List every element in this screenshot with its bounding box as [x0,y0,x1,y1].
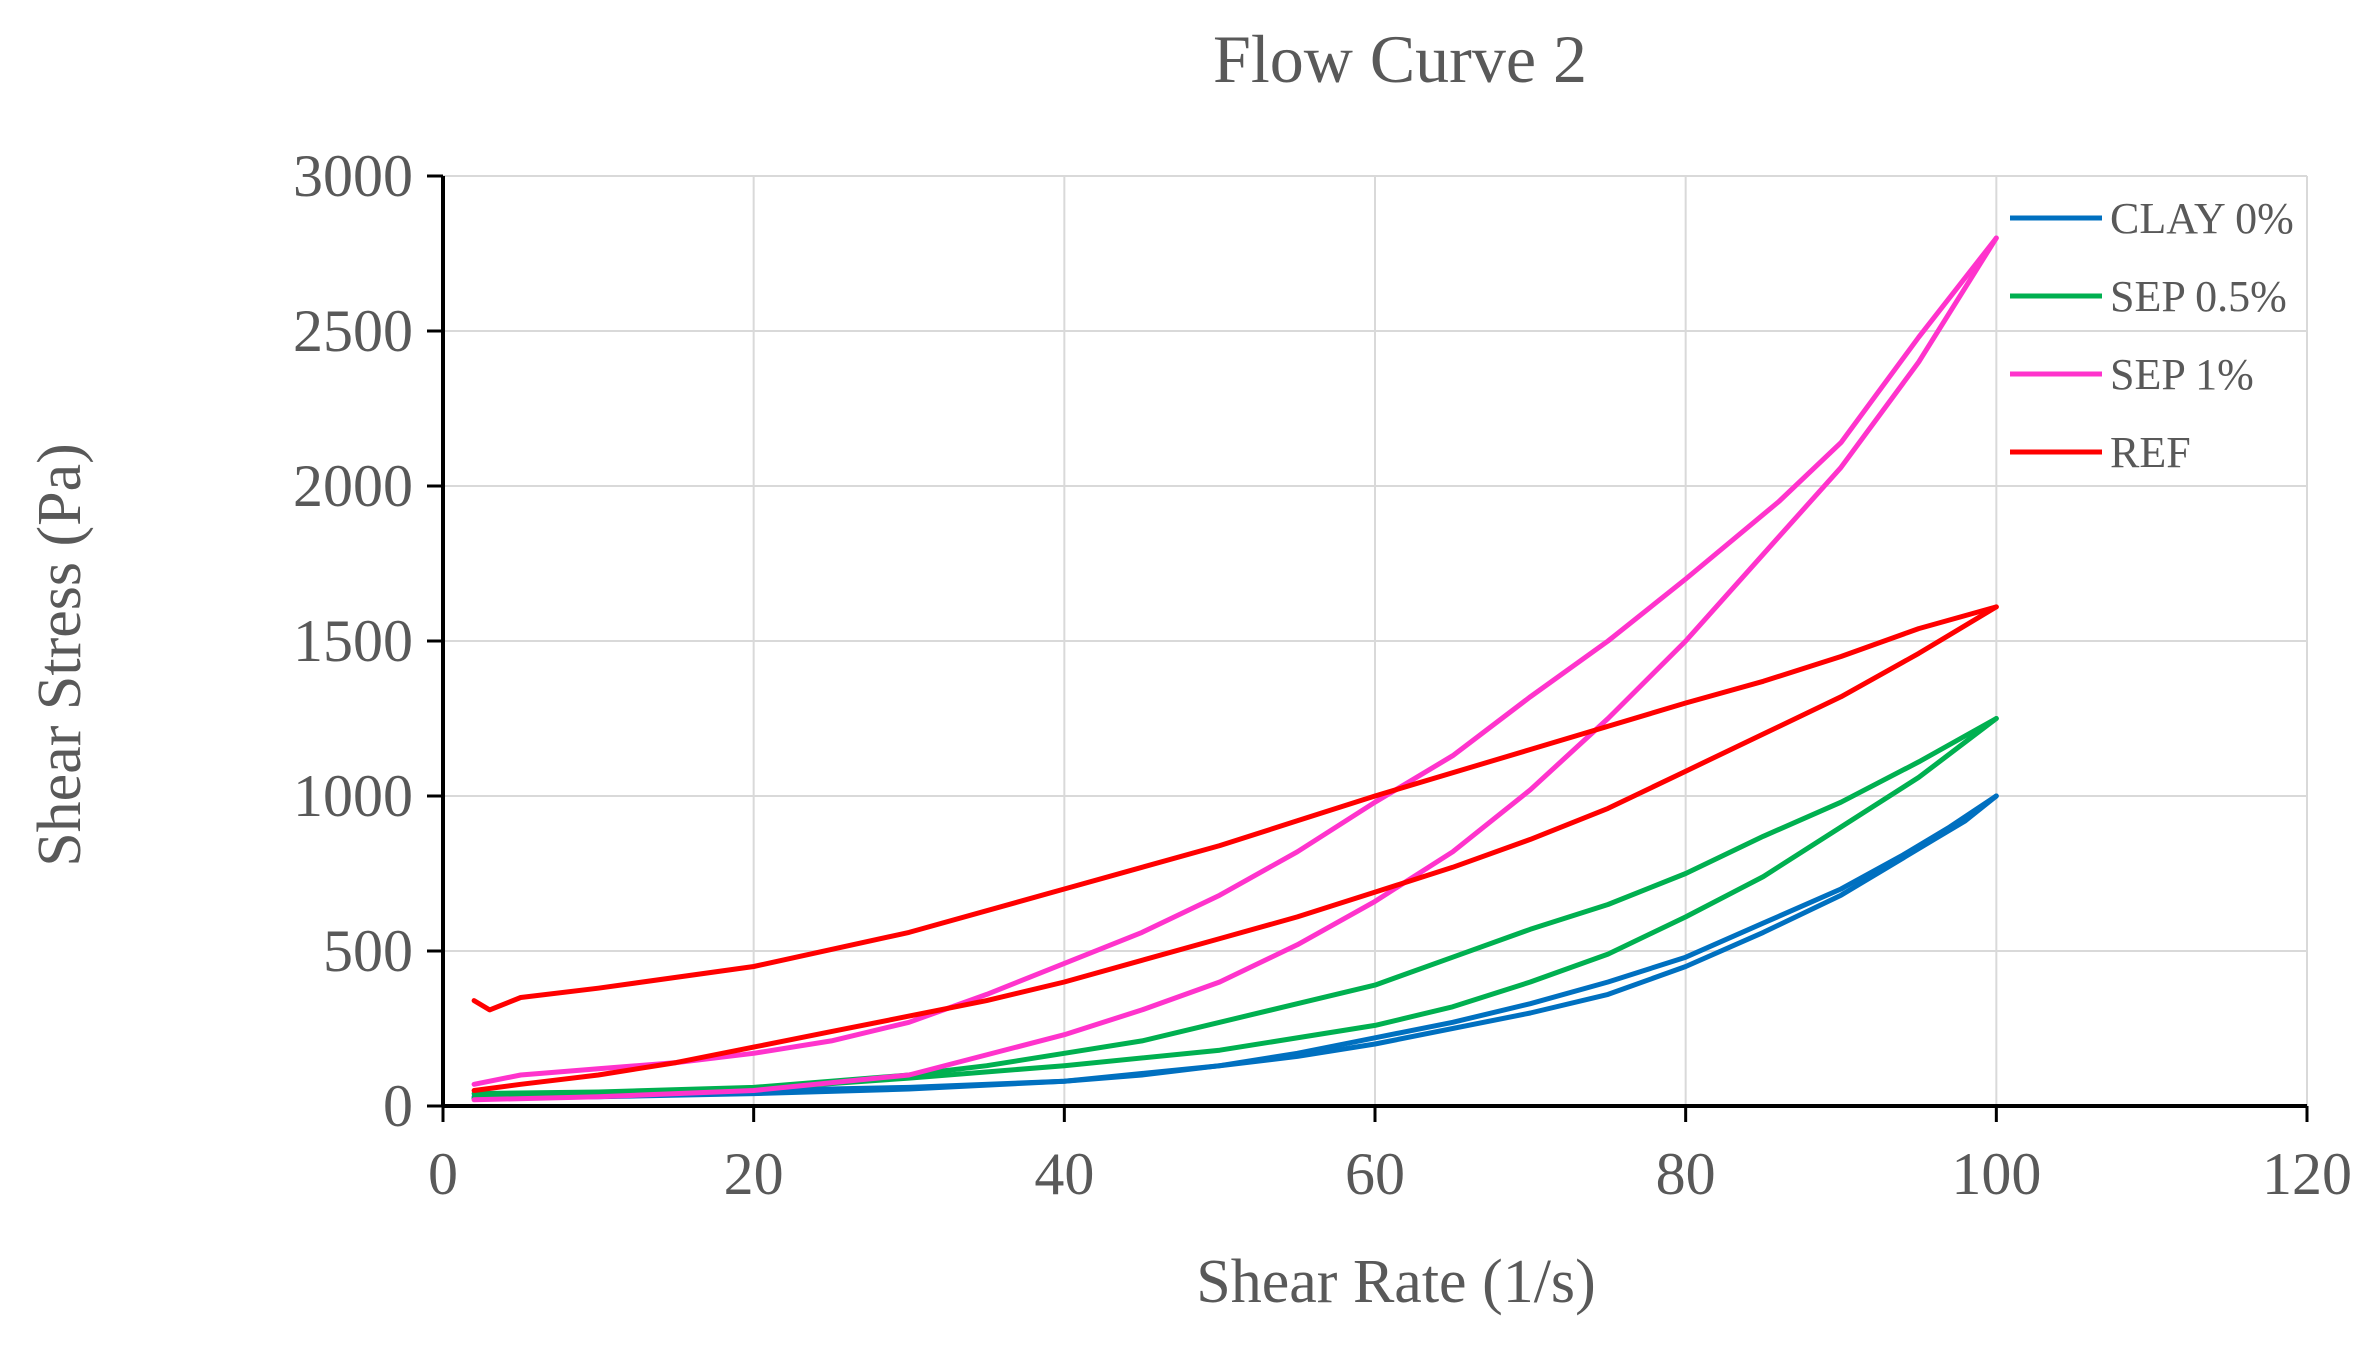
series-sep-0-5-down-curve [471,716,1999,1097]
legend-label-sep-1: SEP 1% [2110,350,2254,399]
series-group [471,235,1999,1103]
series-sep-1-up-curve [471,235,1999,1103]
y-tick-label: 0 [383,1073,413,1139]
series-sep-0-5-up-curve [471,716,1999,1101]
y-tick-label: 2500 [293,298,413,364]
legend-label-clay-0: CLAY 0% [2110,194,2294,243]
grid [443,175,2308,1106]
legend: CLAY 0% SEP 0.5% SEP 1% REF [2010,194,2294,477]
y-tick-label: 2000 [293,453,413,519]
x-tick-label: 80 [1656,1141,1716,1207]
x-tick-label: 20 [724,1141,784,1207]
y-tick-label: 1500 [293,608,413,674]
x-axis-label: Shear Rate (1/s) [1196,1248,1595,1316]
legend-label-sep-0-5: SEP 0.5% [2110,272,2287,321]
series-sep-1-down-curve [471,235,1999,1087]
series-clay-0-down-curve [471,793,1999,1101]
series-ref-up-curve [471,604,1999,1013]
axes [427,174,2309,1122]
y-tick-label: 500 [323,918,413,984]
x-tick-label: 60 [1345,1141,1405,1207]
x-tick-label: 0 [428,1141,458,1207]
series-ref-down-curve [471,604,1999,1093]
y-tick-label: 1000 [293,763,413,829]
x-tick-label: 100 [1951,1141,2041,1207]
chart-title: Flow Curve 2 [1213,21,1587,97]
legend-label-ref: REF [2110,428,2191,477]
tick-labels: 0 500 1000 1500 2000 2500 3000 0 20 40 60 80 100 120 [293,143,2352,1207]
y-tick-label: 3000 [293,143,413,209]
x-tick-label: 120 [2262,1141,2352,1207]
y-axis-label: Shear Stress (Pa) [26,443,94,867]
x-tick-label: 40 [1034,1141,1094,1207]
